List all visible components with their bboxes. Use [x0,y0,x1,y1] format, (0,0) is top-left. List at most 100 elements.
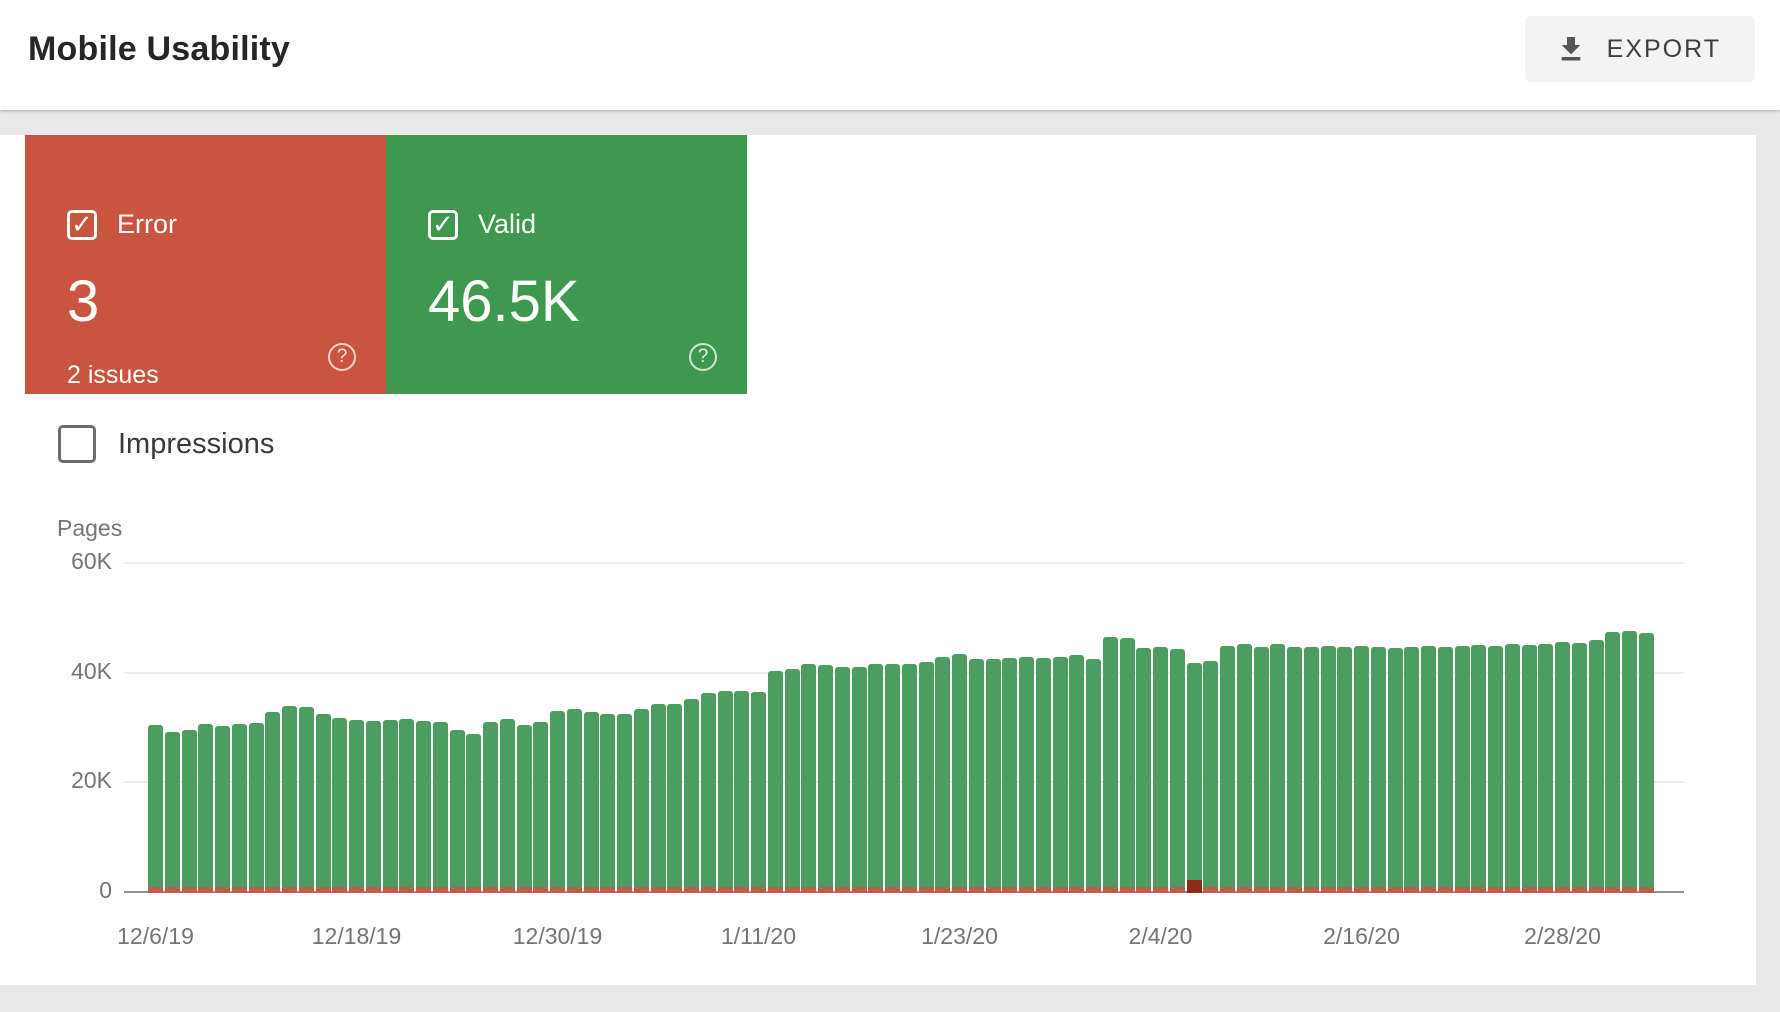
error-bar[interactable] [1220,887,1235,893]
valid-bar[interactable] [1236,644,1252,887]
valid-bar[interactable] [181,729,197,887]
valid-bar[interactable] [1069,655,1085,887]
error-bar[interactable] [349,887,364,893]
error-bar[interactable] [1387,887,1403,893]
error-bar[interactable] [1437,887,1453,893]
valid-bar[interactable] [1169,648,1185,887]
error-bar[interactable] [1253,887,1269,893]
error-bar[interactable] [432,887,448,893]
error-bar[interactable] [198,887,214,893]
error-bar[interactable] [449,887,465,893]
error-bar[interactable] [1102,887,1118,893]
valid-bar[interactable] [650,704,666,887]
valid-bar[interactable] [1153,646,1168,887]
error-bar[interactable] [700,887,716,893]
error-bar[interactable] [332,887,348,893]
valid-bar[interactable] [365,721,381,887]
error-bar[interactable] [633,887,649,893]
error-bar[interactable] [1521,887,1537,893]
valid-bar[interactable] [700,693,716,887]
valid-bar[interactable] [1270,644,1286,887]
valid-bar[interactable] [952,653,967,887]
error-bar[interactable] [1421,887,1436,893]
error-bar[interactable] [600,887,616,893]
valid-bar[interactable] [583,712,599,887]
error-bar[interactable] [315,887,331,893]
valid-bar[interactable] [1102,636,1118,887]
error-bar[interactable] [282,887,297,893]
error-bar[interactable] [1136,887,1152,893]
valid-bar[interactable] [901,663,917,887]
error-bar[interactable] [667,887,683,893]
valid-bar[interactable] [1404,646,1420,887]
error-bar[interactable] [164,887,180,893]
error-bar[interactable] [918,887,934,893]
error-bar[interactable] [1236,887,1252,893]
error-bar[interactable] [550,887,565,893]
error-bar[interactable] [1337,887,1353,893]
valid-bar[interactable] [499,719,515,887]
error-bar[interactable] [1605,887,1621,893]
valid-bar[interactable] [550,710,565,887]
valid-bar[interactable] [1421,645,1436,887]
error-bar[interactable] [466,887,482,893]
error-bar[interactable] [1019,887,1034,893]
error-bar[interactable] [1588,887,1604,893]
error-bar[interactable] [1404,887,1420,893]
valid-bar[interactable] [1504,644,1520,887]
valid-bar[interactable] [918,661,934,887]
valid-bar[interactable] [1605,631,1621,887]
valid-bar[interactable] [851,666,867,887]
valid-bar[interactable] [1354,645,1369,887]
valid-bar[interactable] [449,729,465,887]
valid-bar[interactable] [215,725,230,887]
error-bar[interactable] [851,887,867,893]
valid-bar[interactable] [684,699,699,887]
valid-bar[interactable] [1370,646,1386,887]
valid-bar[interactable] [399,719,415,887]
error-bar[interactable] [751,887,766,893]
valid-bar[interactable] [801,663,817,887]
error-bar[interactable] [1471,887,1487,893]
error-bar[interactable] [265,887,281,893]
error-bar[interactable] [1555,887,1570,893]
valid-bar[interactable] [985,659,1001,887]
error-bar[interactable] [181,887,197,893]
valid-bar[interactable] [1035,657,1051,887]
error-bar[interactable] [1287,887,1302,893]
valid-bar[interactable] [148,725,163,887]
valid-bar[interactable] [1203,661,1219,887]
error-bar[interactable] [868,887,884,893]
valid-summary-card[interactable]: Valid 46.5K [386,135,747,394]
error-bar[interactable] [1153,887,1168,893]
valid-bar[interactable] [1588,640,1604,887]
error-bar[interactable] [767,887,783,893]
valid-bar[interactable] [784,669,800,887]
error-bar[interactable] [1069,887,1085,893]
valid-bar[interactable] [1337,646,1353,887]
valid-bar[interactable] [164,731,180,887]
error-spike-bar[interactable] [1186,880,1202,893]
valid-bar[interactable] [1136,647,1152,887]
valid-bar[interactable] [315,713,331,887]
valid-bar[interactable] [1454,645,1470,887]
valid-bar[interactable] [667,703,683,887]
valid-bar[interactable] [1253,646,1269,887]
error-bar[interactable] [901,887,917,893]
valid-bar[interactable] [332,718,348,887]
valid-bar[interactable] [834,667,850,887]
valid-bar[interactable] [198,723,214,887]
error-bar[interactable] [650,887,666,893]
error-bar[interactable] [935,887,951,893]
valid-bar[interactable] [1638,632,1654,887]
error-bar[interactable] [968,887,984,893]
error-bar[interactable] [1622,887,1637,893]
valid-bar[interactable] [1437,646,1453,887]
error-bar[interactable] [1354,887,1369,893]
export-button[interactable]: EXPORT [1524,16,1755,82]
valid-bar[interactable] [935,656,951,887]
valid-bar[interactable] [1303,646,1319,887]
valid-bar[interactable] [1555,642,1570,887]
error-bar[interactable] [717,887,733,893]
valid-bar[interactable] [1119,638,1135,887]
